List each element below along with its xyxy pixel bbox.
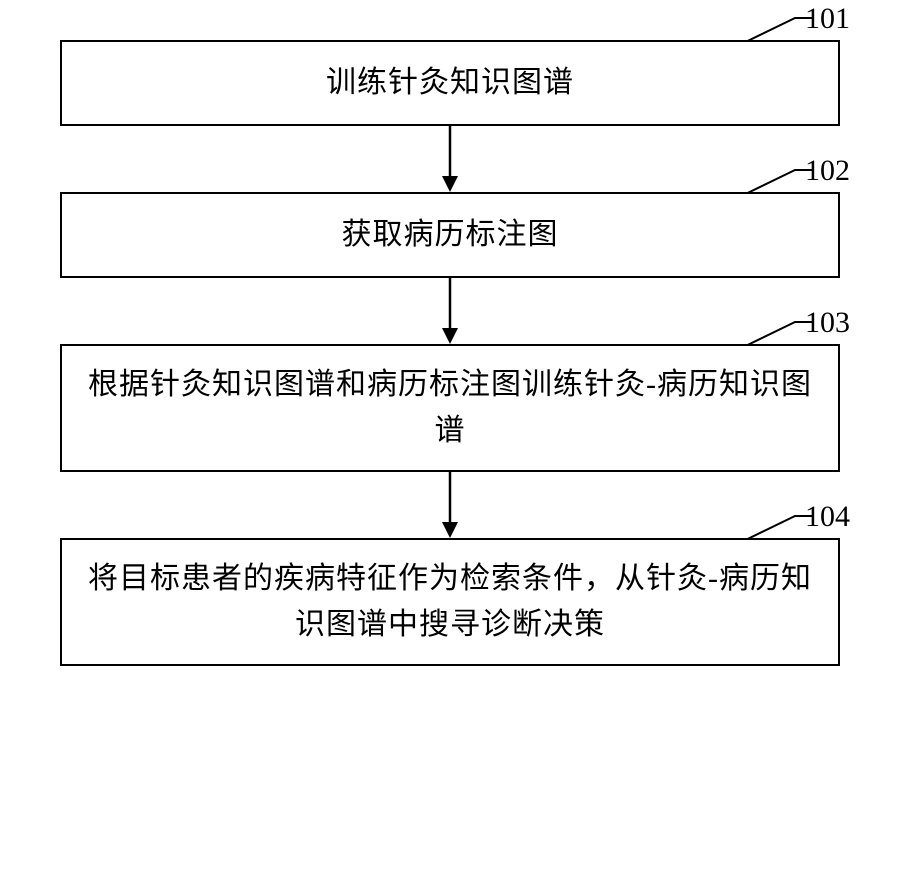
arrow-down [60, 472, 840, 538]
box-text: 根据针灸知识图谱和病历标注图训练针灸-病历知识图谱 [82, 362, 818, 455]
flow-box: 将目标患者的疾病特征作为检索条件，从针灸-病历知识图谱中搜寻诊断决策 [60, 538, 840, 666]
step-104: 104 将目标患者的疾病特征作为检索条件，从针灸-病历知识图谱中搜寻诊断决策 [60, 538, 840, 666]
callout-label: 101 [805, 2, 850, 35]
arrow-down [60, 278, 840, 344]
step-103: 103 根据针灸知识图谱和病历标注图训练针灸-病历知识图谱 [60, 344, 840, 472]
box-text: 训练针灸知识图谱 [326, 60, 574, 107]
flow-box: 训练针灸知识图谱 [60, 40, 840, 126]
step-101: 101 训练针灸知识图谱 [60, 40, 840, 126]
callout-101: 101 [805, 2, 850, 36]
flow-box: 获取病历标注图 [60, 192, 840, 278]
box-text: 获取病历标注图 [342, 212, 559, 259]
step-102: 102 获取病历标注图 [60, 192, 840, 278]
flow-box: 根据针灸知识图谱和病历标注图训练针灸-病历知识图谱 [60, 344, 840, 472]
box-text: 将目标患者的疾病特征作为检索条件，从针灸-病历知识图谱中搜寻诊断决策 [82, 556, 818, 649]
arrow-down [60, 126, 840, 192]
flowchart-container: 101 训练针灸知识图谱 102 获取病历标注图 [60, 40, 840, 666]
